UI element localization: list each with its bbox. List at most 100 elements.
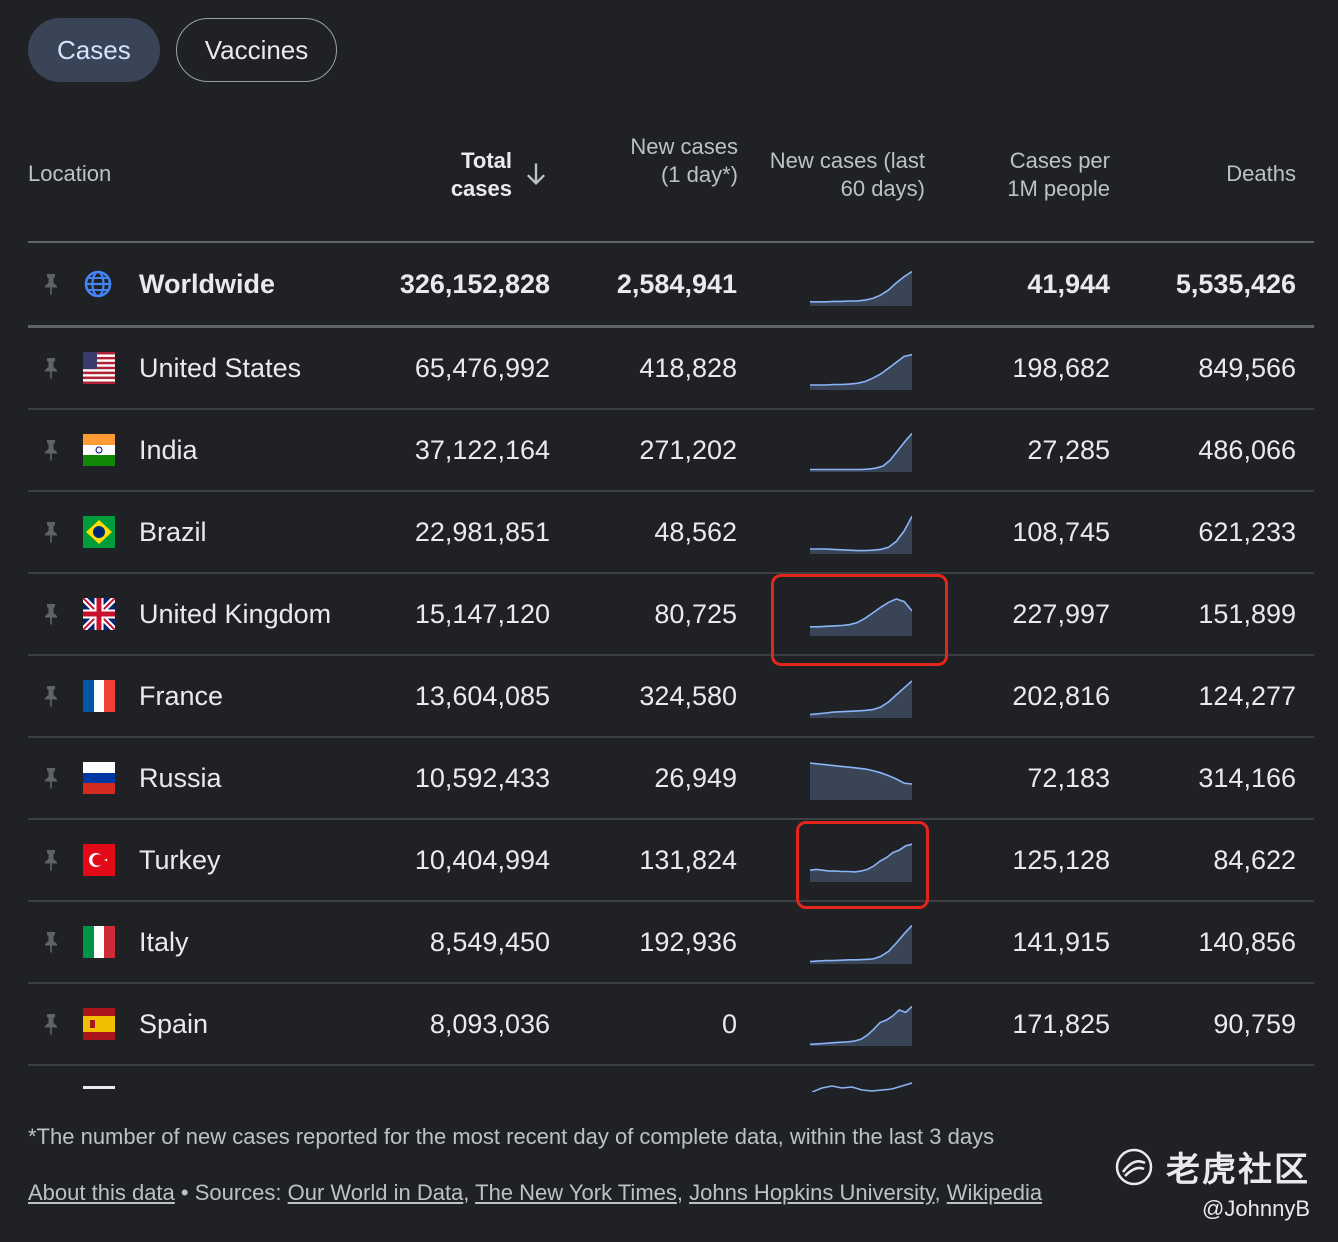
total-cases-value: 10,404,994 bbox=[414, 844, 550, 875]
pin-icon[interactable] bbox=[42, 328, 62, 408]
total-cases-value: 8,093,036 bbox=[429, 1008, 550, 1039]
pin-icon[interactable] bbox=[42, 738, 62, 818]
table-row[interactable]: India 37,122,164 271,202 27,285 486,066 bbox=[28, 410, 1314, 492]
source-link-wikipedia[interactable]: Wikipedia bbox=[946, 1180, 1043, 1205]
cases-per-1m-value: 72,183 bbox=[1027, 762, 1110, 793]
header-location[interactable]: Location bbox=[28, 161, 112, 186]
cases-per-1m-value: 125,128 bbox=[1012, 844, 1110, 875]
header-cases-per-1m[interactable]: Cases per 1M people bbox=[1007, 148, 1110, 201]
new-cases-value: 324,580 bbox=[639, 680, 737, 711]
location-name[interactable]: Russia bbox=[139, 762, 222, 793]
sources-line: About this data • Sources: Our World in … bbox=[28, 1180, 1043, 1205]
deaths-value: 84,622 bbox=[1213, 844, 1296, 875]
source-link-owid[interactable]: Our World in Data bbox=[287, 1180, 464, 1205]
partial-table-row bbox=[28, 1064, 1314, 1092]
location-name[interactable]: India bbox=[139, 434, 198, 465]
cases-per-1m-value: 41,944 bbox=[1027, 268, 1110, 299]
table-row[interactable]: Spain 8,093,036 0 171,825 90,759 bbox=[28, 984, 1314, 1066]
deaths-value: 314,166 bbox=[1198, 762, 1296, 793]
table-body: Worldwide 326,152,828 2,584,941 41,944 5… bbox=[28, 243, 1314, 1066]
location-name[interactable]: Spain bbox=[139, 1008, 209, 1039]
new-cases-value: 80,725 bbox=[654, 598, 737, 629]
location-name[interactable]: United Kingdom bbox=[139, 598, 332, 629]
spain-flag-icon bbox=[83, 984, 115, 1064]
deaths-value: 486,066 bbox=[1198, 434, 1296, 465]
total-cases-value: 326,152,828 bbox=[399, 268, 550, 299]
pin-icon[interactable] bbox=[42, 820, 62, 900]
sort-down-arrow-icon[interactable] bbox=[522, 160, 550, 188]
location-name[interactable]: Turkey bbox=[139, 844, 221, 875]
location-name[interactable]: Worldwide bbox=[139, 268, 276, 299]
table-header: Location Total cases New cases (1 day*) … bbox=[28, 120, 1314, 243]
header-total-cases[interactable]: Total cases bbox=[450, 148, 512, 201]
cases-table: Location Total cases New cases (1 day*) … bbox=[28, 120, 1314, 1066]
deaths-value: 621,233 bbox=[1198, 516, 1296, 547]
total-cases-value: 13,604,085 bbox=[414, 680, 550, 711]
new-cases-value: 192,936 bbox=[639, 926, 737, 957]
pin-icon[interactable] bbox=[42, 656, 62, 736]
table-row[interactable]: Brazil 22,981,851 48,562 108,745 621,233 bbox=[28, 492, 1314, 574]
trend-sparkline bbox=[810, 574, 916, 654]
india-flag-icon bbox=[83, 410, 115, 490]
source-link-jhu[interactable]: Johns Hopkins University bbox=[689, 1180, 935, 1205]
about-this-data-link[interactable]: About this data bbox=[28, 1180, 175, 1205]
source-link-nyt[interactable]: The New York Times bbox=[475, 1180, 677, 1205]
header-new-cases-60-days[interactable]: New cases (last 60 days) bbox=[769, 148, 925, 201]
table-row[interactable]: France 13,604,085 324,580 202,816 124,27… bbox=[28, 656, 1314, 738]
header-deaths[interactable]: Deaths bbox=[1226, 161, 1296, 186]
cases-per-1m-value: 171,825 bbox=[1012, 1008, 1110, 1039]
watermark: 老虎社区 bbox=[1114, 1142, 1310, 1191]
header-new-cases[interactable]: New cases (1 day*) bbox=[630, 134, 738, 187]
sources-label: • Sources: bbox=[174, 1180, 288, 1205]
deaths-value: 90,759 bbox=[1213, 1008, 1296, 1039]
total-cases-value: 15,147,120 bbox=[414, 598, 550, 629]
table-row[interactable]: Turkey 10,404,994 131,824 125,128 84,622 bbox=[28, 820, 1314, 902]
italy-flag-icon bbox=[83, 902, 115, 982]
location-name[interactable]: United States bbox=[139, 352, 302, 383]
tiger-logo-icon bbox=[1115, 1148, 1153, 1185]
trend-sparkline bbox=[810, 738, 916, 818]
france-flag-icon bbox=[83, 656, 115, 736]
pin-icon[interactable] bbox=[42, 492, 62, 572]
worldwide-row[interactable]: Worldwide 326,152,828 2,584,941 41,944 5… bbox=[28, 243, 1314, 328]
total-cases-value: 22,981,851 bbox=[414, 516, 550, 547]
pin-icon[interactable] bbox=[42, 902, 62, 982]
pin-icon[interactable] bbox=[42, 574, 62, 654]
pin-icon[interactable] bbox=[42, 410, 62, 490]
deaths-value: 124,277 bbox=[1198, 680, 1296, 711]
table-row[interactable]: United Kingdom 15,147,120 80,725 227,997… bbox=[28, 574, 1314, 656]
cases-per-1m-value: 198,682 bbox=[1012, 352, 1110, 383]
tab-vaccines[interactable]: Vaccines bbox=[175, 18, 338, 82]
location-name[interactable]: France bbox=[139, 680, 224, 711]
uk-flag-icon bbox=[83, 574, 115, 654]
watermark-text: 老虎社区 bbox=[1166, 1151, 1310, 1189]
new-cases-value: 2,584,941 bbox=[616, 268, 737, 299]
total-cases-value: 65,476,992 bbox=[414, 352, 550, 383]
table-row[interactable]: United States 65,476,992 418,828 198,682… bbox=[28, 328, 1314, 410]
location-name[interactable]: Italy bbox=[139, 926, 189, 957]
new-cases-value: 131,824 bbox=[639, 844, 737, 875]
cases-per-1m-value: 202,816 bbox=[1012, 680, 1110, 711]
location-name[interactable]: Brazil bbox=[139, 516, 207, 547]
table-row[interactable]: Russia 10,592,433 26,949 72,183 314,166 bbox=[28, 738, 1314, 820]
table-row[interactable]: Italy 8,549,450 192,936 141,915 140,856 bbox=[28, 902, 1314, 984]
trend-sparkline bbox=[810, 656, 916, 736]
deaths-value: 140,856 bbox=[1198, 926, 1296, 957]
cases-per-1m-value: 27,285 bbox=[1027, 434, 1110, 465]
turkey-trend-highlight bbox=[796, 821, 929, 909]
total-cases-value: 37,122,164 bbox=[414, 434, 550, 465]
new-cases-value: 48,562 bbox=[654, 516, 737, 547]
total-cases-value: 8,549,450 bbox=[429, 926, 550, 957]
us-flag-icon bbox=[83, 328, 115, 408]
trend-sparkline bbox=[810, 243, 916, 325]
tab-cases[interactable]: Cases bbox=[28, 18, 160, 82]
pin-icon[interactable] bbox=[42, 984, 62, 1064]
pin-icon[interactable] bbox=[42, 243, 62, 325]
deaths-value: 849,566 bbox=[1198, 352, 1296, 383]
new-cases-value: 271,202 bbox=[639, 434, 737, 465]
cases-per-1m-value: 227,997 bbox=[1012, 598, 1110, 629]
total-cases-value: 10,592,433 bbox=[414, 762, 550, 793]
cases-per-1m-value: 108,745 bbox=[1012, 516, 1110, 547]
russia-flag-icon bbox=[83, 738, 115, 818]
new-cases-value: 418,828 bbox=[639, 352, 737, 383]
